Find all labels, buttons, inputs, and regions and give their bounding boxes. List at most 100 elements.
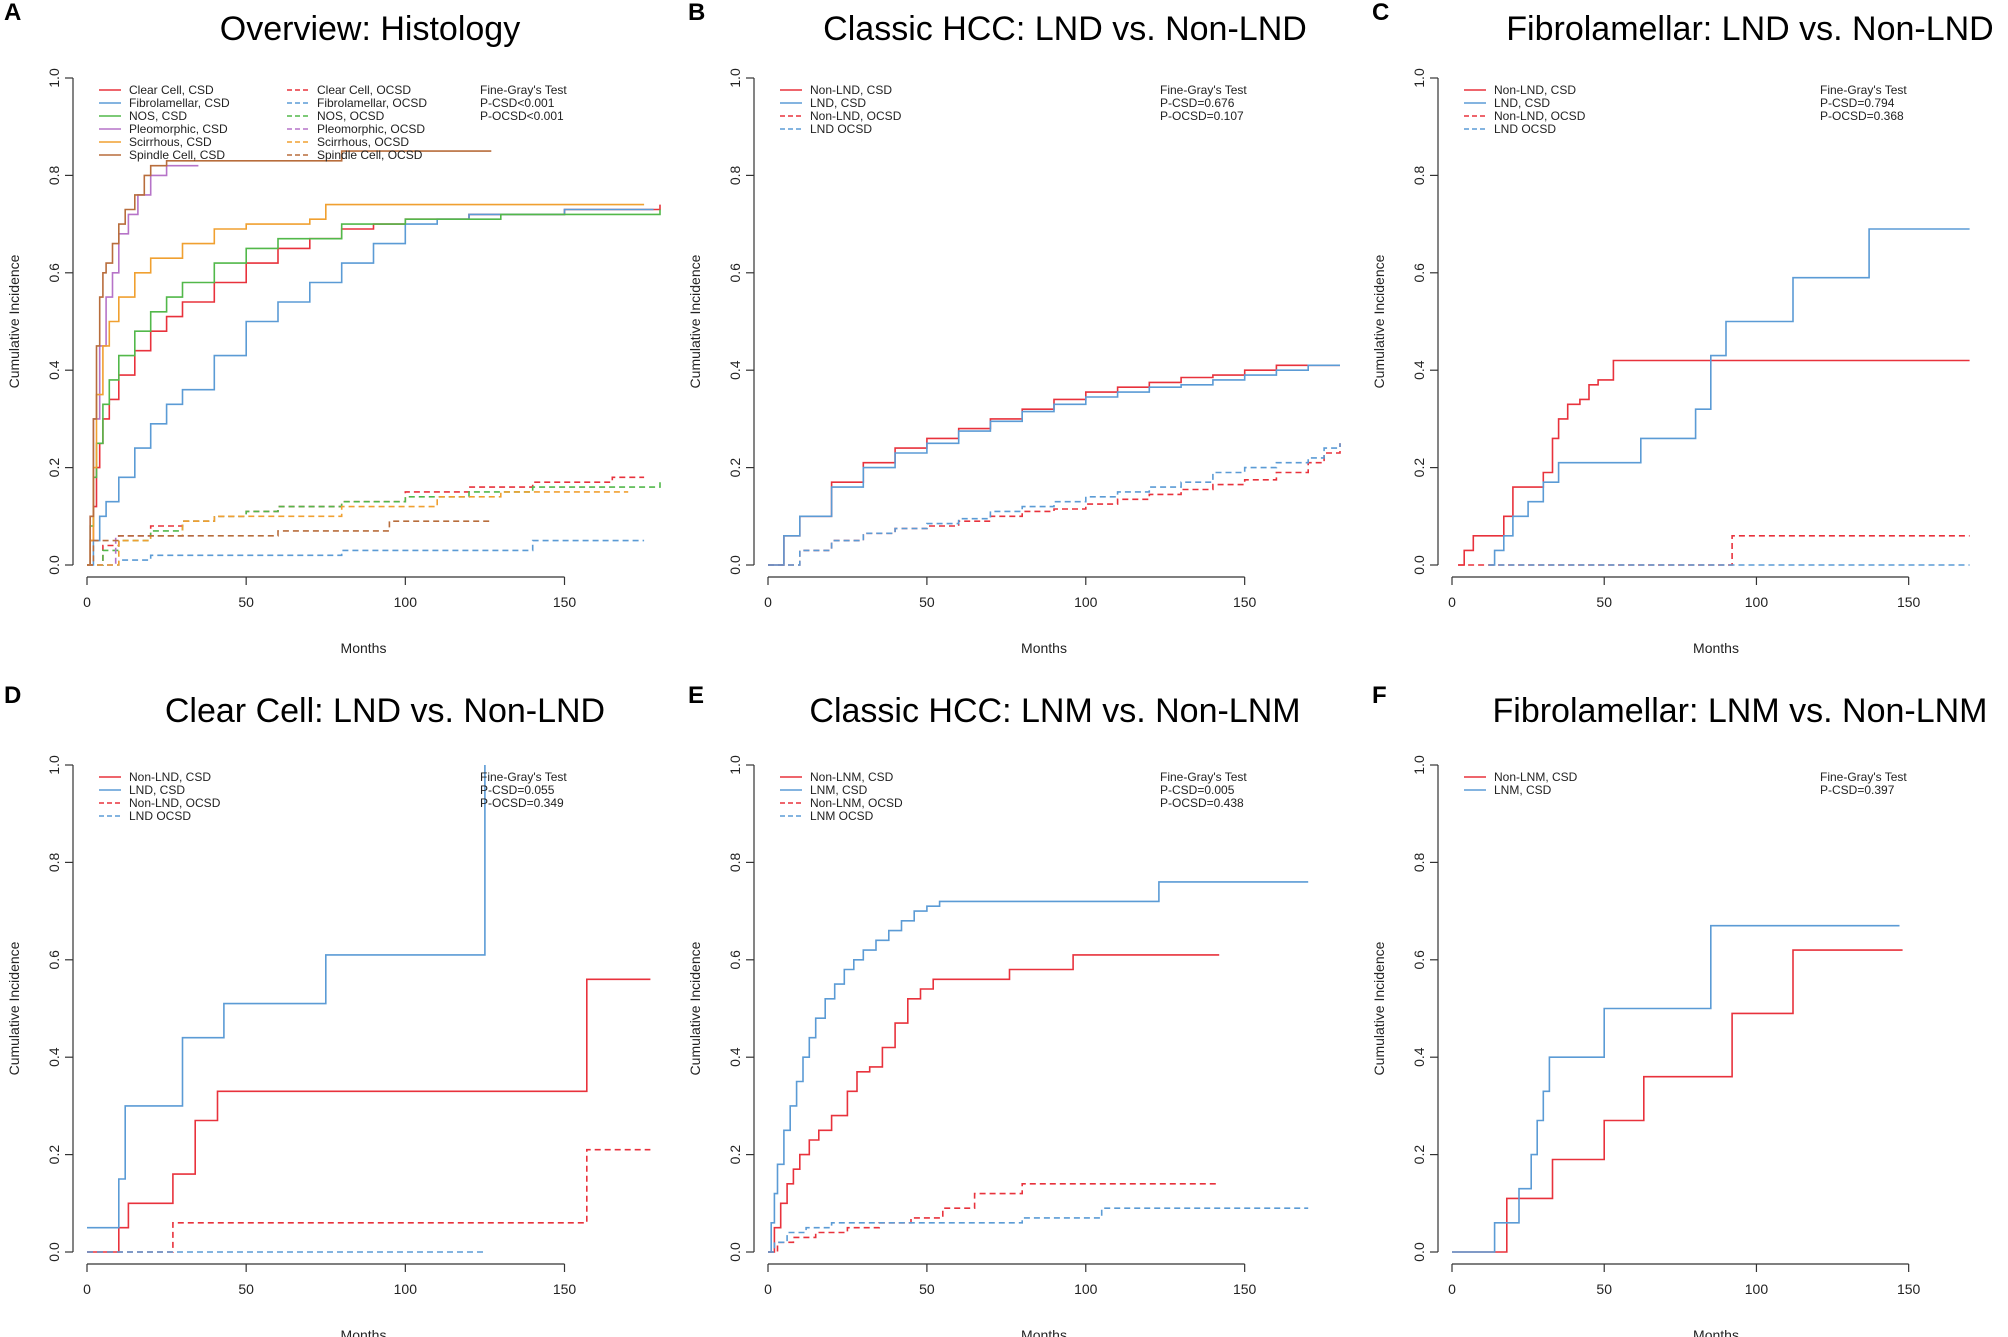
y-tick-label: 1.0	[1411, 68, 1427, 88]
y-tick-label: 0.2	[727, 458, 743, 478]
test-title: Fine-Gray's Test	[1820, 770, 1907, 784]
test-title: Fine-Gray's Test	[1820, 83, 1907, 97]
y-axis-label: Cumulative Incidence	[687, 941, 703, 1075]
legend-label: LND, CSD	[810, 96, 866, 110]
x-tick-label: 100	[1074, 594, 1098, 610]
legend-label: Non-LND, CSD	[129, 770, 211, 784]
legend-label: Spindle Cell, CSD	[129, 148, 225, 162]
series-line-4	[87, 164, 199, 566]
y-axis-label: Cumulative Incidence	[6, 254, 22, 388]
series-line-8	[87, 539, 645, 566]
legend-label: NOS, OCSD	[317, 109, 385, 123]
y-tick-label: 0.6	[46, 263, 62, 283]
x-tick-label: 150	[1233, 1281, 1257, 1297]
legend-label: Non-LND, OCSD	[1494, 109, 1586, 123]
series-line-2	[87, 208, 654, 566]
y-tick-label: 1.0	[727, 68, 743, 88]
x-tick-label: 100	[394, 594, 418, 610]
panel-letter: B	[688, 0, 705, 26]
test-pvalue: P-CSD=0.676	[1160, 96, 1235, 110]
panel-b: B Classic HCC: LND vs. Non-LND 0 50 100 150 0.…	[687, 0, 1341, 656]
y-tick-label: 0.4	[727, 360, 743, 380]
panel-d: D Clear Cell: LND vs. Non-LND 0 50 100 150 0.0…	[4, 682, 651, 1337]
x-tick-label: 50	[919, 594, 935, 610]
legend-label: LNM, CSD	[1494, 783, 1552, 797]
y-tick-label: 1.0	[1411, 755, 1427, 775]
legend-label: LND OCSD	[129, 809, 191, 823]
x-tick-label: 100	[1745, 594, 1769, 610]
series-line-12	[87, 520, 492, 566]
legend-label: Non-LND, CSD	[1494, 83, 1576, 97]
series-line-3	[87, 1148, 651, 1253]
y-tick-label: 0.2	[1411, 1145, 1427, 1165]
legend-label: Non-LND, OCSD	[810, 109, 902, 123]
y-axis-label: Cumulative Incidence	[1371, 254, 1387, 388]
panel-letter: A	[4, 0, 21, 26]
y-tick-label: 0.8	[727, 165, 743, 185]
y-tick-label: 0.6	[46, 950, 62, 970]
y-tick-label: 0.0	[1411, 1242, 1427, 1262]
series-line-3	[1458, 535, 1970, 566]
x-tick-label: 0	[764, 594, 772, 610]
test-pvalue: P-OCSD<0.001	[480, 109, 564, 123]
test-title: Fine-Gray's Test	[1160, 83, 1247, 97]
series-line-4	[768, 443, 1341, 566]
test-pvalue: P-CSD=0.397	[1820, 783, 1895, 797]
y-tick-label: 0.8	[727, 852, 743, 872]
y-tick-label: 0.4	[1411, 1047, 1427, 1067]
x-axis-label: Months	[341, 640, 387, 656]
x-tick-label: 150	[553, 594, 577, 610]
y-tick-label: 0.4	[1411, 360, 1427, 380]
x-axis-label: Months	[1021, 640, 1067, 656]
legend-label: Spindle Cell, OCSD	[317, 148, 423, 162]
legend-label: Pleomorphic, OCSD	[317, 122, 425, 136]
panel-title: Fibrolamellar: LND vs. Non-LND	[1506, 10, 1993, 48]
x-tick-label: 0	[83, 594, 91, 610]
panel-e: E Classic HCC: LNM vs. Non-LNM 0 50 100 150 0.…	[687, 682, 1309, 1337]
series-line-4	[768, 1207, 1309, 1253]
x-axis-label: Months	[1021, 1327, 1067, 1337]
series-line-1	[768, 364, 1340, 566]
panel-title: Fibrolamellar: LNM vs. Non-LNM	[1493, 692, 1988, 730]
x-tick-label: 50	[238, 594, 254, 610]
panel-f: F Fibrolamellar: LNM vs. Non-LNM 0 50 100 150…	[1371, 682, 1988, 1337]
y-tick-label: 0.0	[1411, 555, 1427, 575]
x-tick-label: 100	[1074, 1281, 1098, 1297]
series-line-1	[1452, 949, 1903, 1253]
legend-label: Fibrolamellar, CSD	[129, 96, 230, 110]
test-pvalue: P-OCSD=0.438	[1160, 796, 1244, 810]
y-tick-label: 0.8	[1411, 852, 1427, 872]
panel-letter: D	[4, 682, 21, 709]
series-line-5	[87, 203, 645, 566]
series-line-1	[768, 954, 1220, 1253]
legend-label: LND OCSD	[1494, 122, 1556, 136]
test-pvalue: P-CSD=0.055	[480, 783, 555, 797]
x-axis-label: Months	[341, 1327, 387, 1337]
x-tick-label: 150	[553, 1281, 577, 1297]
y-axis-label: Cumulative Incidence	[1371, 941, 1387, 1075]
x-tick-label: 0	[1448, 1281, 1456, 1297]
y-tick-label: 0.4	[46, 1047, 62, 1067]
x-tick-label: 0	[1448, 594, 1456, 610]
panel-title: Classic HCC: LNM vs. Non-LNM	[809, 692, 1300, 730]
legend-label: Clear Cell, OCSD	[317, 83, 411, 97]
y-tick-label: 0.6	[1411, 263, 1427, 283]
y-tick-label: 0.2	[1411, 458, 1427, 478]
y-tick-label: 0.4	[727, 1047, 743, 1067]
series-line-2	[1452, 924, 1900, 1253]
y-tick-label: 0.0	[727, 1242, 743, 1262]
x-tick-label: 50	[1596, 594, 1612, 610]
y-tick-label: 0.6	[1411, 950, 1427, 970]
legend-label: Non-LND, OCSD	[129, 796, 221, 810]
series-line-2	[768, 881, 1309, 1253]
series-line-3	[768, 443, 1341, 566]
y-tick-label: 0.8	[46, 165, 62, 185]
legend-label: LND OCSD	[810, 122, 872, 136]
x-tick-label: 100	[1745, 1281, 1769, 1297]
panel-title: Classic HCC: LND vs. Non-LND	[823, 10, 1307, 48]
panel-title: Clear Cell: LND vs. Non-LND	[165, 692, 605, 730]
test-pvalue: P-OCSD=0.107	[1160, 109, 1244, 123]
series-line-2	[768, 364, 1340, 566]
y-axis-label: Cumulative Incidence	[6, 941, 22, 1075]
